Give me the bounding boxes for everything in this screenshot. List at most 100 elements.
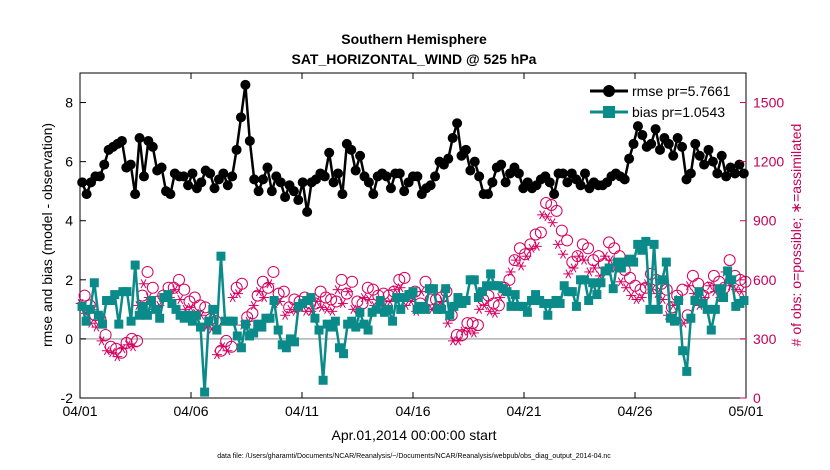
rmse-point [288, 186, 299, 197]
bias-point [588, 278, 598, 288]
rmse-point [707, 156, 718, 167]
y-axis-label: rmse and bias (model - observation) [39, 123, 55, 347]
bias-point [522, 307, 532, 317]
bias-point [727, 275, 737, 285]
bias-point [486, 269, 496, 279]
bias-point [531, 290, 541, 300]
bias-point [204, 316, 214, 326]
bias-point [571, 301, 581, 311]
rmse-point [469, 156, 480, 167]
rmse-point [430, 171, 441, 182]
bias-point [482, 281, 492, 291]
rmse-point [125, 159, 136, 170]
obs-possible-point [277, 285, 290, 298]
obs-assimilated-point [337, 298, 348, 309]
bias-point [200, 387, 210, 397]
asterisk-stroke [119, 344, 126, 354]
bias-point [669, 316, 679, 326]
asterisk-stroke [324, 304, 331, 314]
bias-point [138, 301, 148, 311]
rmse-point [355, 150, 366, 161]
y2-axis-label: # of obs: o=possible; ∗=assimilated [788, 124, 804, 347]
asterisk-stroke [455, 336, 462, 346]
bias-point [633, 239, 643, 249]
obs-assimilated-point [175, 294, 186, 305]
asterisk-stroke [360, 292, 367, 303]
rmse-point [628, 138, 639, 149]
obs-assimilated-point [505, 267, 516, 277]
bias-point [351, 322, 361, 332]
obs-assimilated-point [621, 283, 632, 293]
rmse-point [663, 138, 674, 149]
bias-point [334, 343, 344, 353]
x-axis-label: Apr.01,2014 00:00:00 start [331, 427, 496, 443]
rmse-point [734, 159, 745, 170]
obs-assimilated-point [232, 289, 243, 299]
obs-assimilated-point [358, 292, 369, 303]
asterisk-stroke [465, 326, 472, 336]
rmse-point [297, 177, 308, 188]
rmse-point [575, 180, 586, 191]
rmse-point [690, 138, 701, 149]
asterisk-stroke [329, 306, 336, 316]
obs-possible-point [267, 265, 280, 278]
bias-point [151, 304, 161, 314]
obs-assimilated-point [395, 283, 406, 293]
rmse-point [637, 130, 648, 141]
bias-point [306, 293, 316, 303]
bias-point [710, 304, 720, 314]
bias-point [240, 319, 250, 329]
rmse-point [227, 171, 238, 182]
asterisk-stroke [486, 306, 493, 316]
bias-point [637, 245, 647, 255]
bias-point [408, 287, 418, 297]
rmse-point [381, 171, 392, 182]
bias-point [388, 316, 398, 326]
bias-point [281, 343, 291, 353]
asterisk-stroke [570, 263, 577, 273]
y2-tick-label: 0 [753, 390, 761, 406]
rmse-point [544, 177, 555, 188]
rmse-point [253, 186, 264, 197]
obs-possible-point [141, 265, 154, 278]
x-tick-label: 04/11 [285, 403, 319, 419]
rmse-point [460, 144, 471, 155]
bias-point [269, 296, 279, 305]
obs-assimilated-point [579, 255, 590, 265]
asterisk-stroke [339, 298, 346, 309]
rmse-point [721, 171, 732, 182]
y2-tick-label: 600 [753, 272, 777, 288]
bias-point [375, 296, 385, 305]
asterisk-stroke [623, 283, 629, 293]
rmse-point [443, 153, 454, 164]
obs-assimilated-point [615, 277, 626, 287]
asterisk-stroke [544, 212, 551, 222]
bias-point [290, 337, 300, 347]
obs-assimilated-point [484, 306, 495, 316]
bias-point [723, 266, 733, 276]
bias-point [126, 316, 136, 326]
rmse-point [94, 171, 105, 182]
asterisk-stroke [397, 283, 404, 293]
asterisk-stroke [497, 292, 504, 303]
bias-point [89, 278, 99, 288]
bias-point [604, 263, 614, 273]
rmse-point [363, 177, 374, 188]
bias-point [216, 251, 226, 261]
rmse-point [99, 159, 110, 170]
asterisk-stroke [261, 292, 268, 303]
rmse-point [116, 135, 127, 146]
obs-assimilated-point [280, 310, 291, 320]
rmse-point [677, 141, 688, 152]
obs-assimilated-point [364, 294, 375, 305]
rmse-point [646, 138, 657, 149]
rmse-point [624, 153, 635, 164]
rmse-point [580, 168, 591, 179]
bias-point [706, 325, 716, 335]
x-tick-label: 04/06 [173, 403, 208, 419]
rmse-point [333, 168, 344, 179]
axis-ticks: 04/01 04/06 04/11 04/16 04/21 04/26 05/01 -2 0 2 4… [61, 73, 784, 419]
rmse-point [694, 150, 705, 161]
bias-point [502, 287, 512, 297]
bias-point [77, 301, 87, 311]
